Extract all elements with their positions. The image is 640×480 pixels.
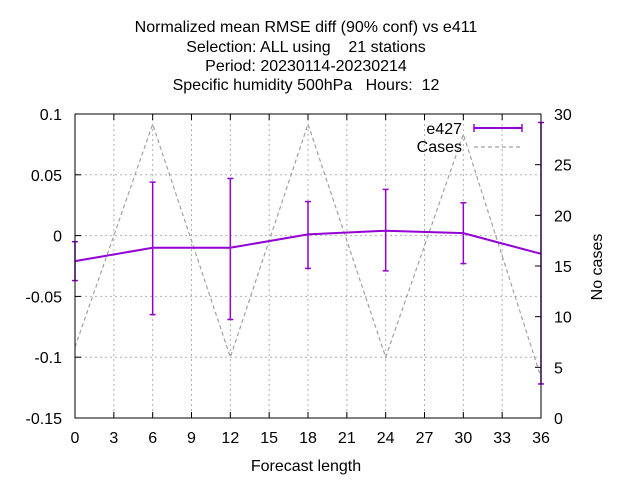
y2-tick-label: 5 xyxy=(554,360,563,377)
x-axis-label: Forecast length xyxy=(251,458,361,475)
y2-tick-label: 10 xyxy=(554,310,572,327)
axis-ticks: 0 3 6 9 12 15 18 21 24 27 30 33 36-0.15-0.1-0.0500.0… xyxy=(26,107,572,447)
y2-tick-label: 0 xyxy=(554,411,563,428)
x-tick-label: 27 xyxy=(416,430,434,447)
x-tick-label: 24 xyxy=(377,430,395,447)
y-tick-label: -0.1 xyxy=(34,350,62,367)
y2-tick-label: 20 xyxy=(554,208,572,225)
x-tick-label: 36 xyxy=(532,430,550,447)
legend-label-cases: Cases xyxy=(417,139,462,156)
x-tick-label: 3 xyxy=(109,430,118,447)
x-tick-label: 18 xyxy=(299,430,317,447)
title-line-4: Specific humidity 500hPa Hours: 12 xyxy=(173,77,440,94)
legend-key-e427 xyxy=(473,124,523,132)
x-tick-label: 15 xyxy=(260,430,278,447)
chart-title: Normalized mean RMSE diff (90% conf) vs … xyxy=(135,19,478,94)
title-line-1: Normalized mean RMSE diff (90% conf) vs … xyxy=(135,19,478,36)
title-line-2: Selection: ALL using 21 stations xyxy=(186,39,426,56)
y-tick-label: 0.05 xyxy=(31,168,62,185)
y-tick-label: -0.05 xyxy=(26,289,63,306)
legend: e427 Cases xyxy=(417,121,523,156)
x-tick-label: 30 xyxy=(454,430,472,447)
x-tick-label: 12 xyxy=(221,430,239,447)
x-tick-label: 0 xyxy=(71,430,80,447)
y-tick-label: -0.15 xyxy=(26,411,63,428)
y2-tick-label: 15 xyxy=(554,259,572,276)
legend-label-e427: e427 xyxy=(426,121,462,138)
y2-tick-label: 30 xyxy=(554,107,572,124)
x-tick-label: 9 xyxy=(187,430,196,447)
x-tick-label: 6 xyxy=(148,430,157,447)
x-tick-label: 21 xyxy=(338,430,356,447)
title-line-3: Period: 20230114-20230214 xyxy=(205,58,407,75)
y-tick-label: 0 xyxy=(53,229,62,246)
x-tick-label: 33 xyxy=(493,430,511,447)
y-tick-label: 0.1 xyxy=(40,107,62,124)
y2-axis-label: No cases xyxy=(589,234,606,301)
y2-tick-label: 25 xyxy=(554,158,572,175)
